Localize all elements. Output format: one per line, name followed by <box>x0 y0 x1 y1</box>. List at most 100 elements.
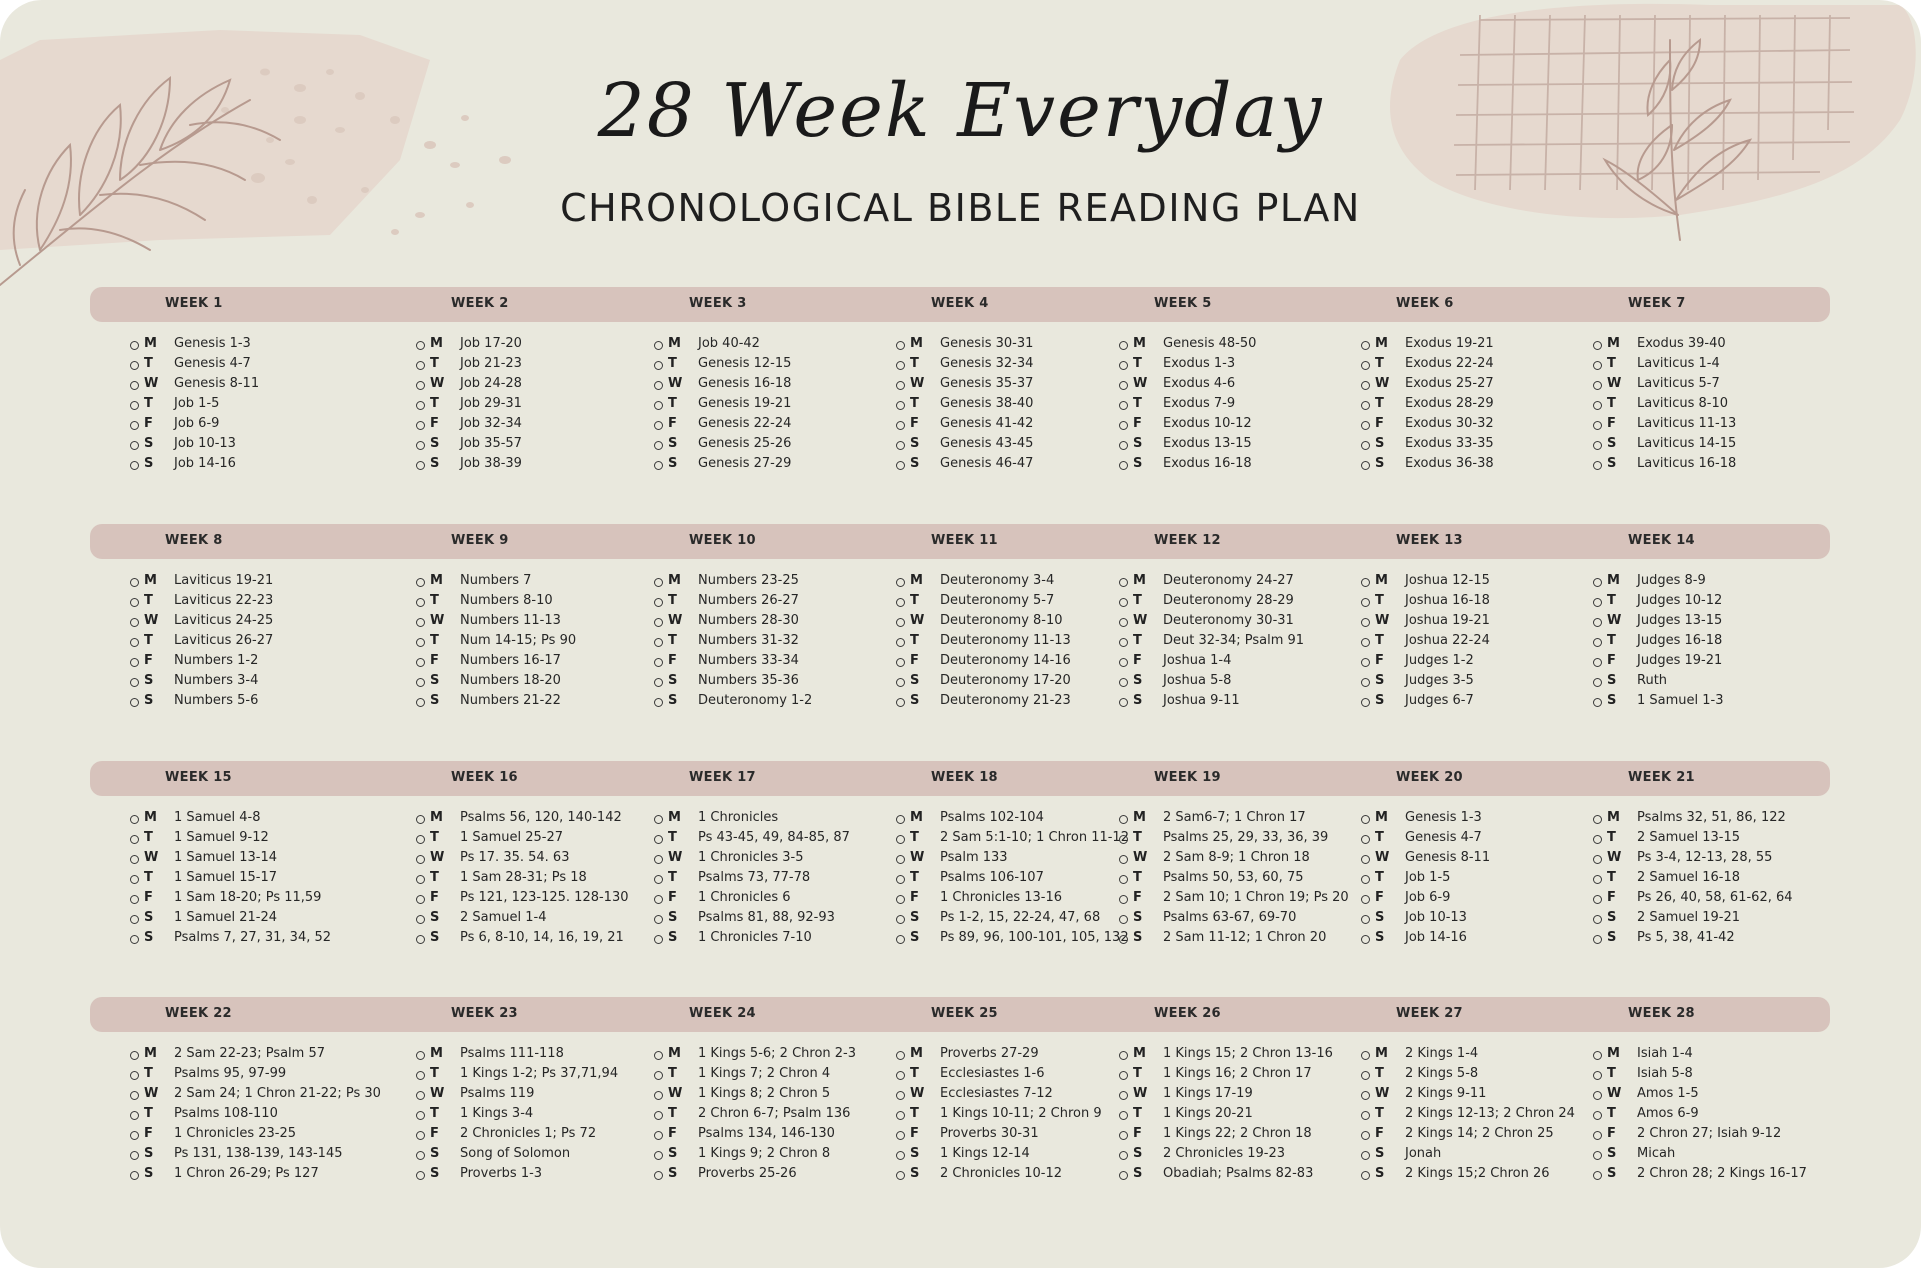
checkbox-circle-icon[interactable] <box>416 835 425 844</box>
checkbox-circle-icon[interactable] <box>896 1111 905 1120</box>
checkbox-circle-icon[interactable] <box>130 658 139 667</box>
checkbox-circle-icon[interactable] <box>1119 598 1128 607</box>
checkbox-circle-icon[interactable] <box>1119 1151 1128 1160</box>
checkbox-circle-icon[interactable] <box>130 815 139 824</box>
checkbox-circle-icon[interactable] <box>1119 361 1128 370</box>
checkbox-circle-icon[interactable] <box>654 461 663 470</box>
checkbox-circle-icon[interactable] <box>130 421 139 430</box>
checkbox-circle-icon[interactable] <box>896 658 905 667</box>
checkbox-circle-icon[interactable] <box>416 618 425 627</box>
checkbox-circle-icon[interactable] <box>1593 341 1602 350</box>
checkbox-circle-icon[interactable] <box>1361 578 1370 587</box>
checkbox-circle-icon[interactable] <box>1119 618 1128 627</box>
checkbox-circle-icon[interactable] <box>1361 935 1370 944</box>
checkbox-circle-icon[interactable] <box>1361 381 1370 390</box>
checkbox-circle-icon[interactable] <box>654 1071 663 1080</box>
checkbox-circle-icon[interactable] <box>1119 1091 1128 1100</box>
checkbox-circle-icon[interactable] <box>654 1091 663 1100</box>
checkbox-circle-icon[interactable] <box>1593 678 1602 687</box>
checkbox-circle-icon[interactable] <box>1119 835 1128 844</box>
checkbox-circle-icon[interactable] <box>654 1131 663 1140</box>
checkbox-circle-icon[interactable] <box>654 1111 663 1120</box>
checkbox-circle-icon[interactable] <box>130 1131 139 1140</box>
checkbox-circle-icon[interactable] <box>1593 1171 1602 1180</box>
checkbox-circle-icon[interactable] <box>1593 658 1602 667</box>
checkbox-circle-icon[interactable] <box>416 1071 425 1080</box>
checkbox-circle-icon[interactable] <box>654 855 663 864</box>
checkbox-circle-icon[interactable] <box>1119 1131 1128 1140</box>
checkbox-circle-icon[interactable] <box>1361 1151 1370 1160</box>
checkbox-circle-icon[interactable] <box>1361 638 1370 647</box>
checkbox-circle-icon[interactable] <box>896 895 905 904</box>
checkbox-circle-icon[interactable] <box>1593 638 1602 647</box>
checkbox-circle-icon[interactable] <box>654 618 663 627</box>
checkbox-circle-icon[interactable] <box>416 855 425 864</box>
checkbox-circle-icon[interactable] <box>1119 698 1128 707</box>
checkbox-circle-icon[interactable] <box>416 598 425 607</box>
checkbox-circle-icon[interactable] <box>896 1171 905 1180</box>
checkbox-circle-icon[interactable] <box>130 855 139 864</box>
checkbox-circle-icon[interactable] <box>1119 855 1128 864</box>
checkbox-circle-icon[interactable] <box>1593 1131 1602 1140</box>
checkbox-circle-icon[interactable] <box>130 578 139 587</box>
checkbox-circle-icon[interactable] <box>654 815 663 824</box>
checkbox-circle-icon[interactable] <box>654 401 663 410</box>
checkbox-circle-icon[interactable] <box>1361 361 1370 370</box>
checkbox-circle-icon[interactable] <box>1593 815 1602 824</box>
checkbox-circle-icon[interactable] <box>1361 461 1370 470</box>
checkbox-circle-icon[interactable] <box>654 658 663 667</box>
checkbox-circle-icon[interactable] <box>654 698 663 707</box>
checkbox-circle-icon[interactable] <box>654 915 663 924</box>
checkbox-circle-icon[interactable] <box>896 578 905 587</box>
checkbox-circle-icon[interactable] <box>1119 461 1128 470</box>
checkbox-circle-icon[interactable] <box>1119 1111 1128 1120</box>
checkbox-circle-icon[interactable] <box>416 698 425 707</box>
checkbox-circle-icon[interactable] <box>1361 1091 1370 1100</box>
checkbox-circle-icon[interactable] <box>130 401 139 410</box>
checkbox-circle-icon[interactable] <box>416 875 425 884</box>
checkbox-circle-icon[interactable] <box>896 638 905 647</box>
checkbox-circle-icon[interactable] <box>896 855 905 864</box>
checkbox-circle-icon[interactable] <box>130 935 139 944</box>
checkbox-circle-icon[interactable] <box>896 598 905 607</box>
checkbox-circle-icon[interactable] <box>896 1071 905 1080</box>
checkbox-circle-icon[interactable] <box>1119 678 1128 687</box>
checkbox-circle-icon[interactable] <box>416 401 425 410</box>
checkbox-circle-icon[interactable] <box>896 935 905 944</box>
checkbox-circle-icon[interactable] <box>1593 915 1602 924</box>
checkbox-circle-icon[interactable] <box>1119 1071 1128 1080</box>
checkbox-circle-icon[interactable] <box>1361 1071 1370 1080</box>
checkbox-circle-icon[interactable] <box>416 578 425 587</box>
checkbox-circle-icon[interactable] <box>130 441 139 450</box>
checkbox-circle-icon[interactable] <box>130 598 139 607</box>
checkbox-circle-icon[interactable] <box>1361 1111 1370 1120</box>
checkbox-circle-icon[interactable] <box>1593 598 1602 607</box>
checkbox-circle-icon[interactable] <box>654 678 663 687</box>
checkbox-circle-icon[interactable] <box>1361 815 1370 824</box>
checkbox-circle-icon[interactable] <box>1593 401 1602 410</box>
checkbox-circle-icon[interactable] <box>130 1051 139 1060</box>
checkbox-circle-icon[interactable] <box>416 441 425 450</box>
checkbox-circle-icon[interactable] <box>654 421 663 430</box>
checkbox-circle-icon[interactable] <box>896 835 905 844</box>
checkbox-circle-icon[interactable] <box>896 678 905 687</box>
checkbox-circle-icon[interactable] <box>416 915 425 924</box>
checkbox-circle-icon[interactable] <box>1119 935 1128 944</box>
checkbox-circle-icon[interactable] <box>1593 935 1602 944</box>
checkbox-circle-icon[interactable] <box>416 678 425 687</box>
checkbox-circle-icon[interactable] <box>416 658 425 667</box>
checkbox-circle-icon[interactable] <box>1593 855 1602 864</box>
checkbox-circle-icon[interactable] <box>416 1131 425 1140</box>
checkbox-circle-icon[interactable] <box>654 835 663 844</box>
checkbox-circle-icon[interactable] <box>1593 578 1602 587</box>
checkbox-circle-icon[interactable] <box>130 1111 139 1120</box>
checkbox-circle-icon[interactable] <box>654 935 663 944</box>
checkbox-circle-icon[interactable] <box>130 1171 139 1180</box>
checkbox-circle-icon[interactable] <box>896 1091 905 1100</box>
checkbox-circle-icon[interactable] <box>1593 421 1602 430</box>
checkbox-circle-icon[interactable] <box>654 441 663 450</box>
checkbox-circle-icon[interactable] <box>1119 421 1128 430</box>
checkbox-circle-icon[interactable] <box>1119 401 1128 410</box>
checkbox-circle-icon[interactable] <box>1361 341 1370 350</box>
checkbox-circle-icon[interactable] <box>654 361 663 370</box>
